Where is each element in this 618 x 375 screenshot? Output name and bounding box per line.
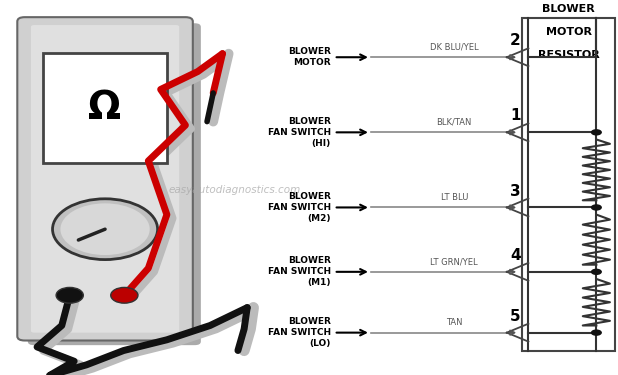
Text: BLK/TAN: BLK/TAN (436, 118, 472, 127)
Text: 5: 5 (510, 309, 520, 324)
Text: 2: 2 (510, 33, 520, 48)
Circle shape (111, 287, 138, 303)
Text: TAN: TAN (446, 318, 462, 327)
Bar (43, 53, 167, 163)
FancyBboxPatch shape (17, 17, 193, 340)
Text: LT BLU: LT BLU (441, 193, 468, 202)
Circle shape (591, 268, 602, 275)
Text: BLOWER
MOTOR: BLOWER MOTOR (288, 47, 331, 67)
FancyBboxPatch shape (28, 23, 201, 345)
FancyBboxPatch shape (31, 25, 179, 333)
Circle shape (591, 129, 602, 135)
Text: BLOWER: BLOWER (542, 4, 595, 13)
Text: 4: 4 (510, 248, 520, 263)
Text: BLOWER
FAN SWITCH
(M1): BLOWER FAN SWITCH (M1) (268, 256, 331, 287)
Text: BLOWER
FAN SWITCH
(HI): BLOWER FAN SWITCH (HI) (268, 117, 331, 148)
Text: 3: 3 (510, 183, 520, 198)
Text: 1: 1 (510, 108, 520, 123)
Circle shape (591, 329, 602, 336)
Text: easyautodiagnostics.com: easyautodiagnostics.com (169, 184, 301, 195)
Circle shape (53, 199, 158, 260)
Text: Ω: Ω (88, 89, 122, 127)
Circle shape (61, 203, 150, 255)
Text: MOTOR: MOTOR (546, 27, 591, 37)
Text: BLOWER
FAN SWITCH
(M2): BLOWER FAN SWITCH (M2) (268, 192, 331, 223)
Text: RESISTOR: RESISTOR (538, 50, 599, 60)
Circle shape (56, 287, 83, 303)
Text: LT GRN/YEL: LT GRN/YEL (430, 257, 478, 266)
Text: BLOWER
FAN SWITCH
(LO): BLOWER FAN SWITCH (LO) (268, 317, 331, 348)
Text: DK BLU/YEL: DK BLU/YEL (430, 42, 478, 51)
Circle shape (591, 204, 602, 211)
Bar (522, 18, 615, 351)
